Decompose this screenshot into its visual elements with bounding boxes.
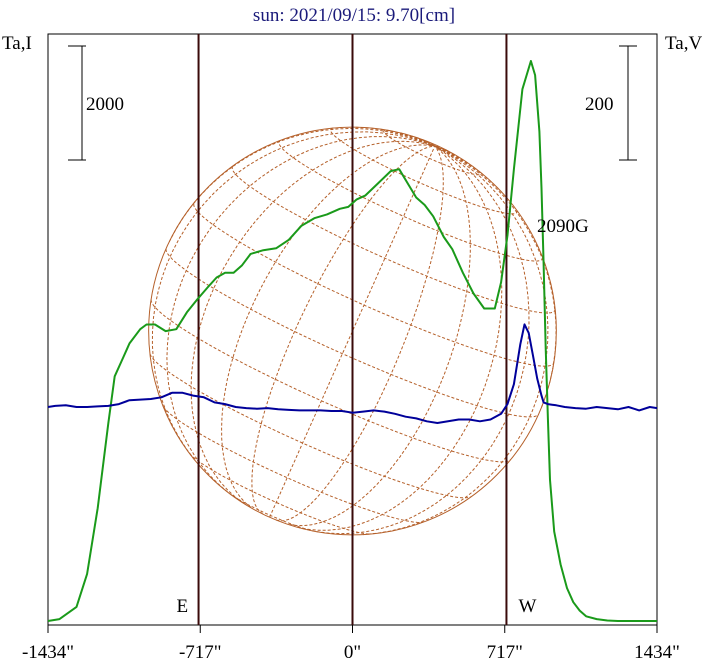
longitude-line xyxy=(251,145,435,515)
latitude-line xyxy=(150,299,511,463)
longitude-line xyxy=(276,145,444,522)
latitude-line xyxy=(193,203,554,367)
chart-title: sun: 2021/09/15: 9.70[cm] xyxy=(253,5,455,26)
longitude-line xyxy=(221,144,435,508)
latitude-line xyxy=(231,165,556,314)
longitude-line xyxy=(289,145,471,527)
x-tick-label: 0" xyxy=(344,642,361,662)
longitude-line xyxy=(363,145,549,536)
x-tick-label: -1434" xyxy=(22,642,74,662)
longitude-line xyxy=(297,145,503,531)
left-scale-bar xyxy=(68,45,86,161)
field-annotation: 2090G xyxy=(537,216,589,237)
longitude-line xyxy=(434,145,468,164)
series-I-line xyxy=(47,60,657,622)
x-tick-label: 1434" xyxy=(634,642,680,662)
limb-label: W xyxy=(518,596,536,617)
longitude-line xyxy=(434,145,557,408)
longitude-line xyxy=(190,140,435,504)
left-scale-bar-label: 2000 xyxy=(86,94,124,115)
x-tick-label: 717" xyxy=(487,642,523,662)
right-axis-label: Ta,V xyxy=(665,33,702,54)
longitude-line xyxy=(355,126,436,147)
longitude-line xyxy=(416,137,436,147)
limb-label: E xyxy=(177,596,189,617)
left-axis-label: Ta,I xyxy=(2,33,32,54)
longitude-line xyxy=(316,145,530,535)
latitude-line xyxy=(189,453,371,535)
x-axis-ticks: -1434" -717" 0" 717" 1434" xyxy=(22,625,680,662)
latitude-line xyxy=(162,406,423,524)
longitude-line xyxy=(166,136,435,493)
longitude-line xyxy=(269,145,436,518)
right-scale-bar-label: 200 xyxy=(585,94,614,115)
longitude-line xyxy=(434,145,503,193)
right-scale-bar xyxy=(619,45,637,161)
x-tick-label: -717" xyxy=(179,642,222,662)
series-V-line xyxy=(47,323,658,424)
series-group xyxy=(47,60,658,622)
longitude-line xyxy=(151,131,435,460)
